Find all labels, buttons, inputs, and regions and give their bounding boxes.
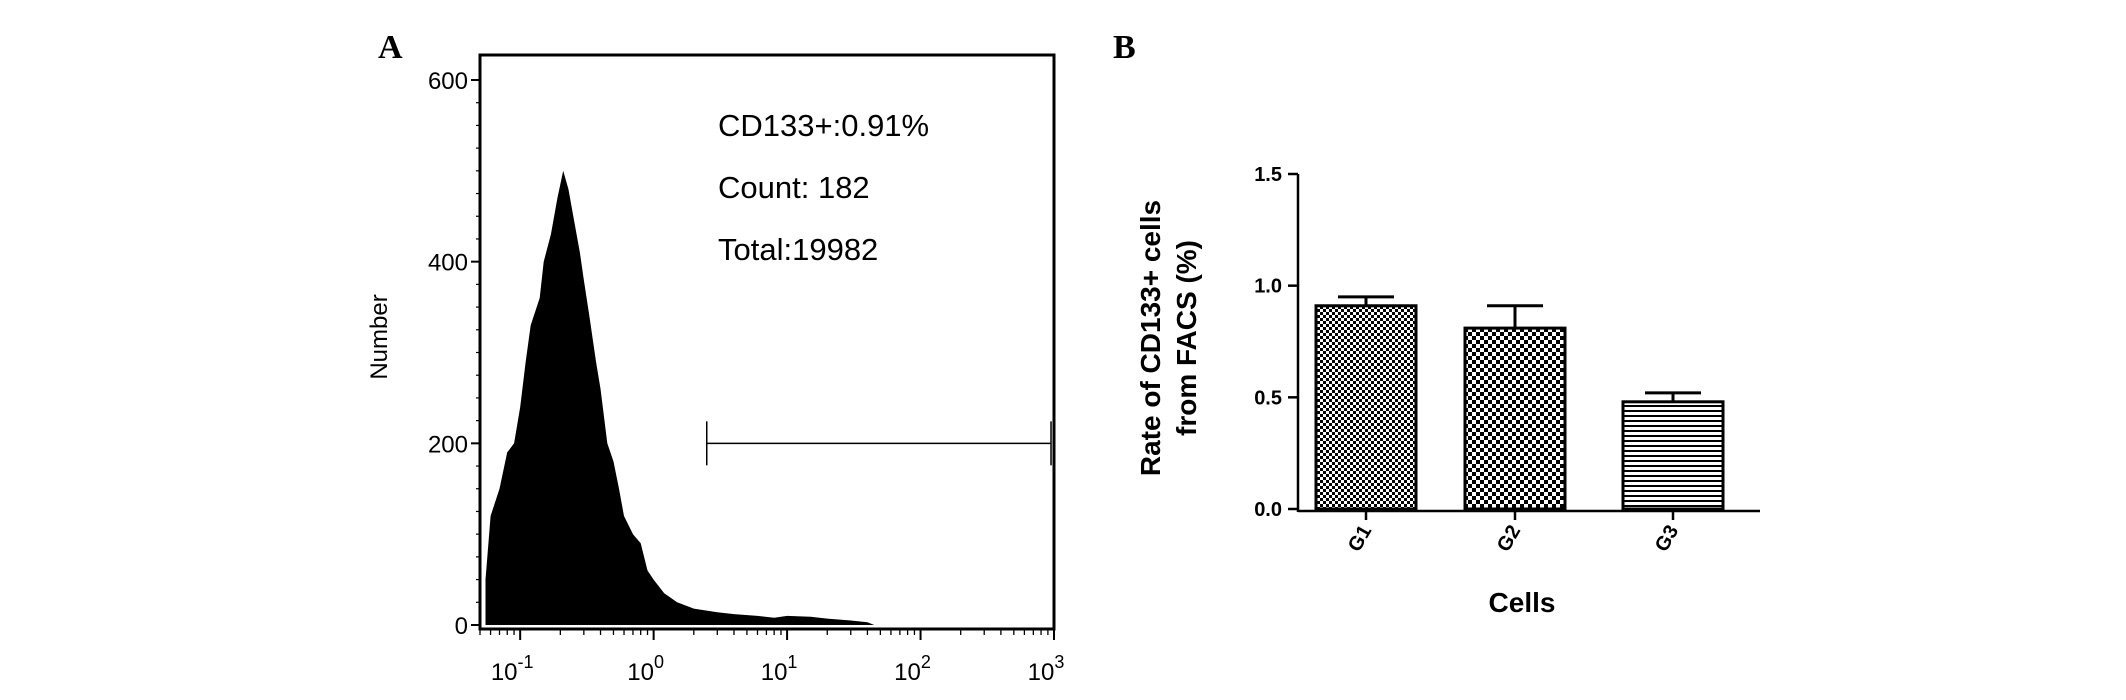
bar-y-axis-label-line1: Rate of CD133+ cells (1135, 200, 1166, 476)
panel-b-letter: B (1113, 29, 1136, 66)
tick-base: 10 (627, 659, 654, 686)
bar-group: G1 G2 G3 (1314, 295, 1725, 556)
histogram-y-tick-label: 400 (428, 250, 468, 277)
histogram-x-tick-label: 10-1 (491, 652, 534, 686)
bar-ticks: 0.0 0.5 1.0 1.5 (1254, 164, 1298, 521)
histogram-y-tick-label: 0 (455, 613, 468, 640)
annotation-count: Count: 182 (718, 170, 870, 205)
tick-exponent: -1 (518, 652, 534, 672)
bar-y-axis-label-line2: from FACS (%) (1171, 240, 1202, 436)
histogram-y-tick-label: 200 (428, 431, 468, 458)
histogram-x-tick-label: 103 (1028, 652, 1065, 686)
bar-y-tick-label: 0.0 (1254, 499, 1282, 521)
bar-y-tick-label: 1.5 (1254, 164, 1282, 186)
histogram-x-tick-label: 100 (627, 652, 664, 686)
bar-x-axis-label: Cells (1489, 587, 1556, 618)
tick-exponent: 2 (921, 652, 931, 672)
tick-base: 10 (1028, 659, 1055, 686)
histogram-y-tick-label: 600 (428, 68, 468, 95)
tick-exponent: 1 (787, 652, 797, 672)
histogram-x-tick-label: 102 (894, 652, 931, 686)
bar-g1 (1314, 304, 1418, 511)
tick-base: 10 (761, 659, 788, 686)
histogram-y-axis-label: Number (366, 294, 393, 379)
annotation-percent: CD133+:0.91% (718, 108, 929, 143)
annotation-total: Total:19982 (718, 232, 878, 267)
bar-panel: G1 G2 G3 0.0 0.5 1.0 1.5 Rate of CD133+ cells… (1135, 164, 1760, 618)
tick-exponent: 0 (654, 652, 664, 672)
bar-category-label: G2 (1493, 522, 1525, 556)
panel-a-letter: A (378, 29, 403, 66)
tick-base: 10 (491, 659, 518, 686)
histogram-x-tick-label: 101 (761, 652, 798, 686)
bar-g2 (1463, 326, 1567, 511)
bar-category-label: G3 (1651, 522, 1683, 556)
bar-g3 (1621, 400, 1725, 511)
bar-y-tick-label: 0.5 (1254, 387, 1282, 409)
tick-exponent: 3 (1054, 652, 1064, 672)
bar-y-tick-label: 1.0 (1254, 276, 1282, 298)
bar-category-label: G1 (1344, 522, 1376, 556)
histogram-area (485, 170, 875, 626)
histogram-frame (478, 53, 1056, 631)
tick-base: 10 (894, 659, 921, 686)
